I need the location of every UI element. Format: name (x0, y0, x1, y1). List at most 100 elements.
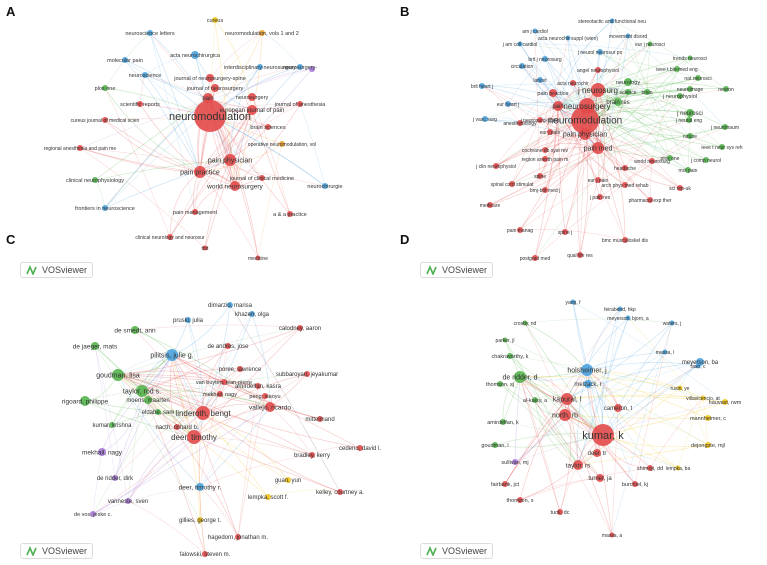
network-edge (149, 32, 196, 213)
node-label: neuromodulation (548, 116, 623, 127)
network-node (687, 86, 693, 92)
network-edge (519, 376, 561, 513)
network-edge (514, 401, 726, 463)
network-edge (229, 66, 301, 161)
network-edge (544, 89, 599, 191)
network-edge (504, 398, 568, 485)
network-node (557, 509, 563, 515)
network-node (203, 93, 213, 103)
network-edge (651, 68, 678, 162)
network-node (265, 494, 271, 500)
network-edge (595, 51, 601, 149)
network-edge (566, 361, 701, 400)
network-node (285, 477, 291, 483)
network-node (700, 395, 706, 401)
node-label: kumar, k (582, 430, 624, 442)
node-label: pain manag (507, 228, 533, 234)
node-label: region anesth pain m (522, 157, 569, 163)
network-edge (584, 95, 681, 135)
vosviewer-label: VOSviewer (42, 546, 88, 556)
network-edge (597, 89, 723, 148)
node-label: pain (552, 104, 563, 110)
network-edge (646, 91, 723, 148)
network-node (196, 406, 210, 420)
node-label: meyerson, bjorn, a (607, 316, 649, 322)
node-label: lempka, scott f. (248, 495, 289, 501)
network-edge (586, 369, 636, 485)
node-label: cameron, t (604, 406, 633, 412)
node-label: plos one (661, 156, 680, 162)
network-edge (234, 103, 301, 187)
network-node (522, 320, 528, 326)
network-edge (586, 369, 709, 419)
network-edge (524, 322, 588, 371)
network-node (112, 369, 124, 381)
network-edge (193, 436, 313, 456)
node-label: clinical neurology and neurosur (135, 235, 205, 241)
node-label: shimoji, dd (637, 466, 663, 472)
network-edge (169, 159, 231, 238)
network-node (622, 165, 628, 171)
network-edge (549, 88, 691, 133)
network-edge (534, 399, 579, 466)
network-edge (584, 119, 691, 137)
network-node (662, 349, 668, 355)
network-edge (611, 20, 689, 171)
network-node (565, 35, 571, 41)
network-edge (519, 20, 613, 124)
network-edge (199, 395, 266, 488)
node-label: guan, yun (275, 478, 301, 484)
node-label: frontiers in neuroscience (75, 206, 135, 212)
network-node (235, 534, 241, 540)
network-edge (507, 58, 546, 105)
network-node (532, 255, 538, 261)
node-label: fairbank, jct (491, 482, 520, 488)
network-edge (519, 467, 651, 501)
network-edge (557, 57, 691, 107)
network-node (287, 211, 293, 217)
node-label: brit heart j (471, 84, 493, 90)
network-edge (524, 322, 604, 436)
network-edge (597, 147, 671, 159)
node-label: de jaeger, mats (73, 343, 118, 350)
network-edge (524, 322, 566, 416)
network-edge (557, 20, 613, 107)
node-label: j neurotraum (710, 125, 739, 131)
network-edge (519, 376, 601, 479)
label-layer: neuromodulation pain physician pain practi… (44, 18, 743, 558)
network-node (686, 109, 694, 117)
network-edge (94, 345, 201, 521)
network-edge (141, 390, 271, 408)
vosviewer-label: VOSviewer (442, 265, 488, 275)
network-node (125, 498, 131, 504)
node-label: scientific reports (120, 102, 160, 108)
network-edge (117, 374, 201, 488)
network-node (227, 302, 233, 308)
network-edge (557, 43, 651, 107)
network-node (90, 511, 96, 517)
node-label: spine j (558, 230, 572, 236)
node-label: j neural eng (675, 118, 702, 124)
network-node (625, 315, 631, 321)
network-edge (597, 89, 707, 161)
node-label: j vasc surg (472, 117, 497, 123)
network-node (196, 483, 204, 491)
network-edge (229, 66, 261, 161)
node-label: interdisciplinary neurosurgery (224, 65, 296, 71)
node-label: poree, lawrence (219, 367, 262, 373)
network-node (357, 445, 363, 451)
node-label: j neurophysiol (662, 94, 697, 100)
node-label: qual life res (567, 253, 593, 259)
node-label: taylor, rod s. (123, 388, 161, 395)
network-node (249, 311, 255, 317)
network-edge (202, 313, 253, 414)
network-edge (679, 387, 709, 446)
network-node (687, 133, 693, 139)
network-edge (687, 135, 691, 171)
network-edge (117, 370, 225, 383)
network-node (622, 237, 628, 243)
network-node (493, 163, 499, 169)
node-label: mannheimer, c (690, 416, 726, 422)
node-label: hauvast, rwm (709, 400, 742, 406)
network-edge (79, 147, 201, 173)
